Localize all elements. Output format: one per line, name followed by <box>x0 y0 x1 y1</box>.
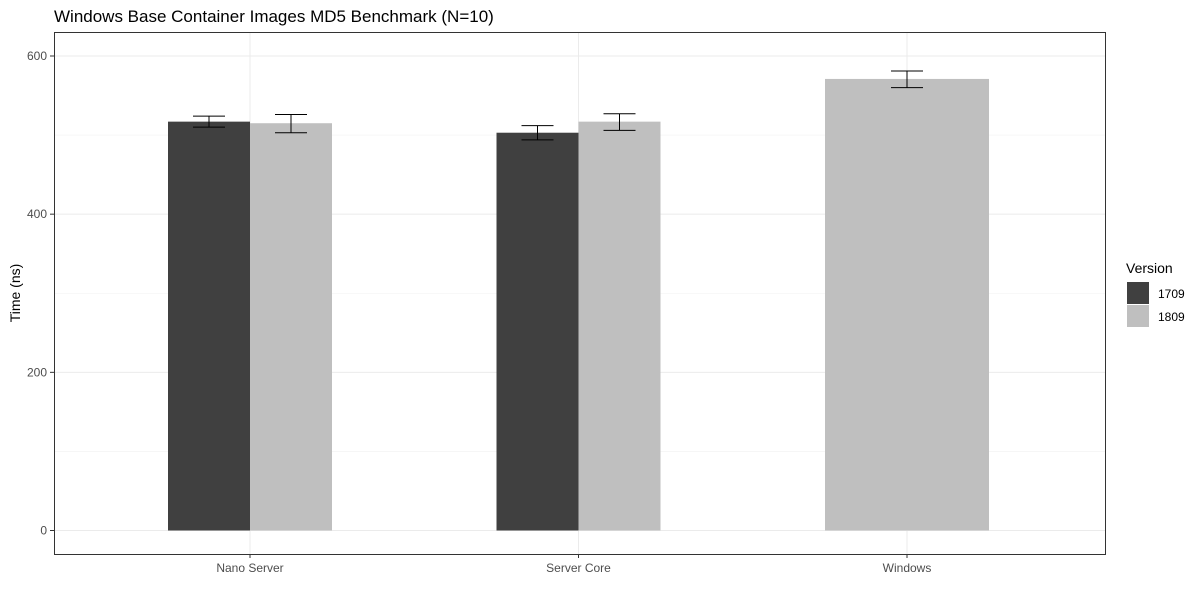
bar <box>578 121 661 531</box>
y-axis-ticks: 0 200 400 600 <box>27 49 54 538</box>
legend-label: 1809 <box>1158 310 1185 324</box>
plot-panel-border <box>54 32 1106 555</box>
bar <box>250 123 332 531</box>
bar <box>496 132 579 531</box>
y-tick-label: 400 <box>27 207 47 221</box>
y-tick-label: 200 <box>27 365 47 379</box>
x-tick-label: Windows <box>883 561 932 575</box>
bars <box>168 78 989 531</box>
legend: Version 1709 1809 <box>1126 260 1185 327</box>
chart-title: Windows Base Container Images MD5 Benchm… <box>54 7 494 26</box>
legend-key <box>1127 282 1149 304</box>
y-tick-label: 0 <box>40 524 47 538</box>
x-tick-label: Nano Server <box>216 561 283 575</box>
bar <box>168 121 250 531</box>
x-axis-ticks: Nano Server Server Core Windows <box>216 554 931 575</box>
y-axis-label: Time (ns) <box>7 264 23 323</box>
bar <box>825 78 989 531</box>
legend-title: Version <box>1126 260 1173 276</box>
y-tick-label: 600 <box>27 49 47 63</box>
x-tick-label: Server Core <box>546 561 611 575</box>
legend-key <box>1127 305 1149 327</box>
legend-label: 1709 <box>1158 287 1185 301</box>
error-bars <box>193 70 923 141</box>
